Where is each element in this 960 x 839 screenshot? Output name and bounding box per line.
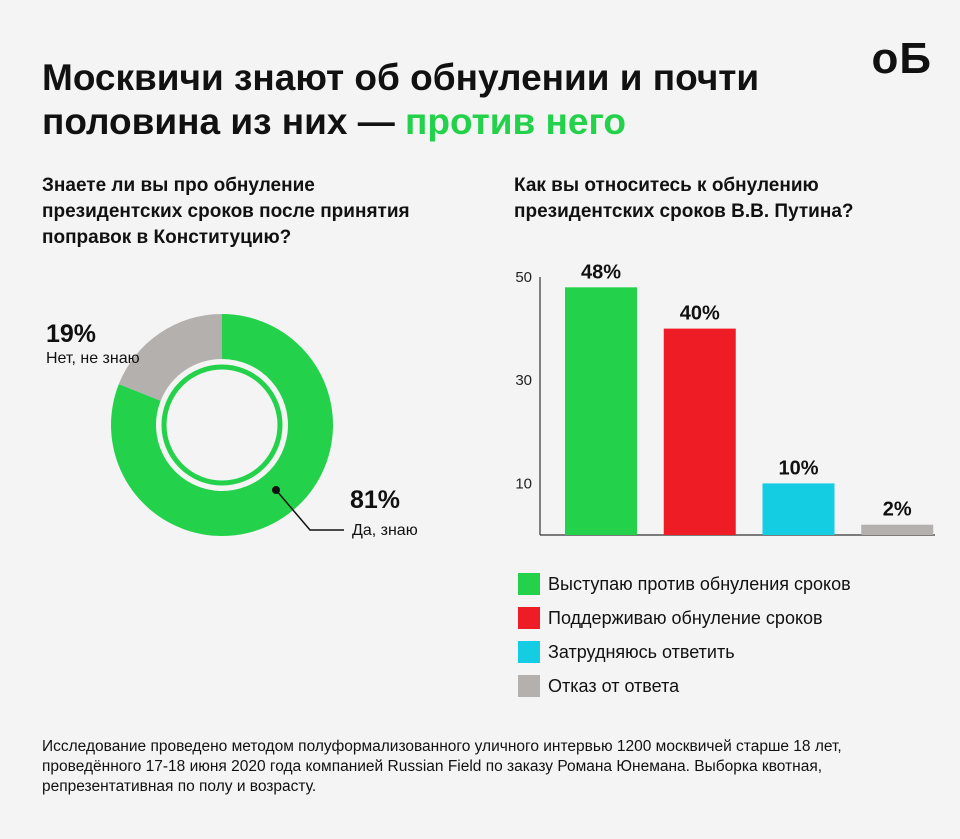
legend-swatch [518,641,540,663]
bar [762,483,835,535]
footnote: Исследование проведено методом полуформа… [42,738,842,795]
legend-label: Отказ от ответа [548,675,680,696]
legend-item: Поддерживаю обнуление сроков [518,601,851,635]
page-title: Москвичи знают об обнулении и почти поло… [42,56,802,144]
donut-slice-no [118,314,222,401]
slice-label-no-pct: 19% [46,320,97,348]
logo: оБ [871,34,932,83]
bar-legend: Выступаю против обнуления сроков Поддерж… [518,567,851,703]
bar-question: Как вы относитесь к обнулению президентс… [514,175,854,222]
y-tick-label: 50 [515,269,532,286]
bar-value-label: 48% [581,261,621,283]
title-main: Москвичи знают об обнулении и почти поло… [42,57,760,142]
title-accent: против него [405,101,626,142]
y-tick-label: 10 [515,475,532,492]
legend-swatch [518,675,540,697]
bar-value-label: 2% [883,499,912,521]
legend-swatch [518,573,540,595]
y-tick-label: 30 [515,372,532,389]
legend-item: Затрудняюсь ответить [518,635,851,669]
bar-value-label: 10% [778,457,818,479]
legend-item: Отказ от ответа [518,669,851,703]
legend-item: Выступаю против обнуления сроков [518,567,851,601]
slice-label-yes-pct: 81% [350,486,401,514]
legend-label: Затрудняюсь ответить [548,641,735,662]
bar [565,287,637,535]
bar [861,524,934,535]
donut-inner-ring [161,364,283,486]
donut-slice-yes [111,314,333,536]
bar-value-label: 40% [680,303,720,325]
slice-label-no-text: Нет, не знаю [46,350,140,367]
donut-question: Знаете ли вы про обнуление президентских… [42,175,410,248]
bar [663,328,736,535]
slice-label-yes-text: Да, знаю [352,522,418,539]
leader-line [275,489,344,531]
legend-label: Выступаю против обнуления сроков [548,573,851,594]
legend-label: Поддерживаю обнуление сроков [548,607,823,628]
legend-swatch [518,607,540,629]
